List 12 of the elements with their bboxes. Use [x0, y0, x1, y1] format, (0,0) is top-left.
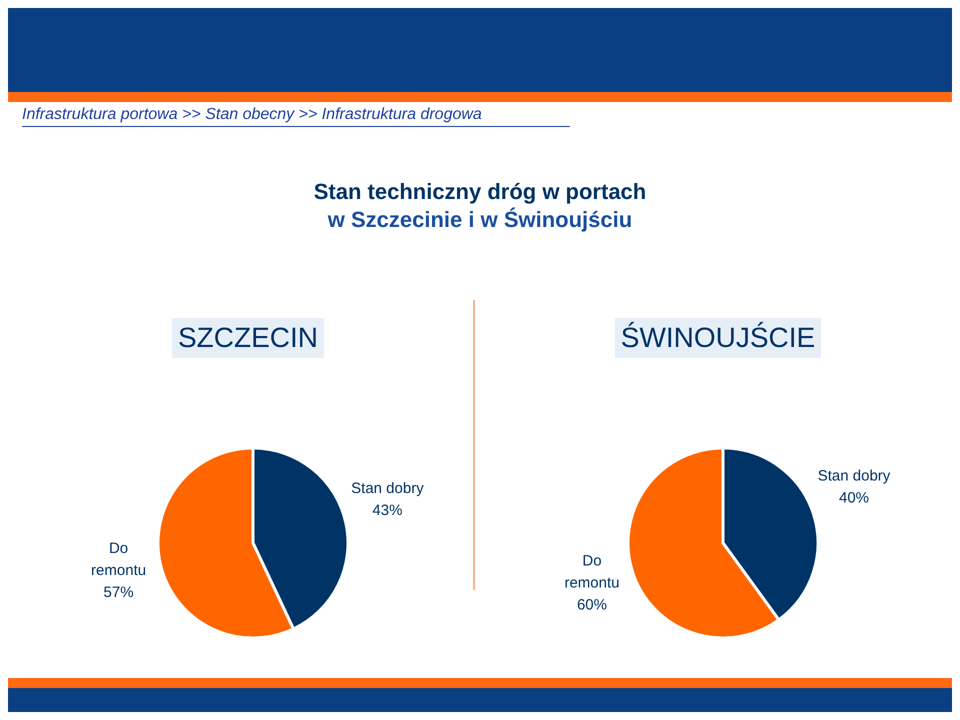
text: Infrastruktura portowa >> Stan obecny >> Infrastruktura drogowa — [22, 106, 482, 123]
slice-label: Stan dobry — [818, 467, 891, 484]
slice-label: Do remontu — [564, 552, 620, 592]
chart-title: ŚWINOUJŚCIE — [614, 318, 822, 358]
data-label: 43% — [372, 502, 402, 519]
chart-title: SZCZECIN — [172, 318, 324, 358]
data-label: 57% — [104, 584, 134, 602]
data-label: 60% — [576, 596, 608, 614]
data-label: 40% — [838, 489, 870, 506]
slice-label: Do remontu — [91, 540, 146, 580]
text: Stan techniczny dróg w portach w Szczecinie i w Świnoujściu — [312, 178, 648, 234]
slice-label: Stan dobry — [351, 480, 424, 497]
